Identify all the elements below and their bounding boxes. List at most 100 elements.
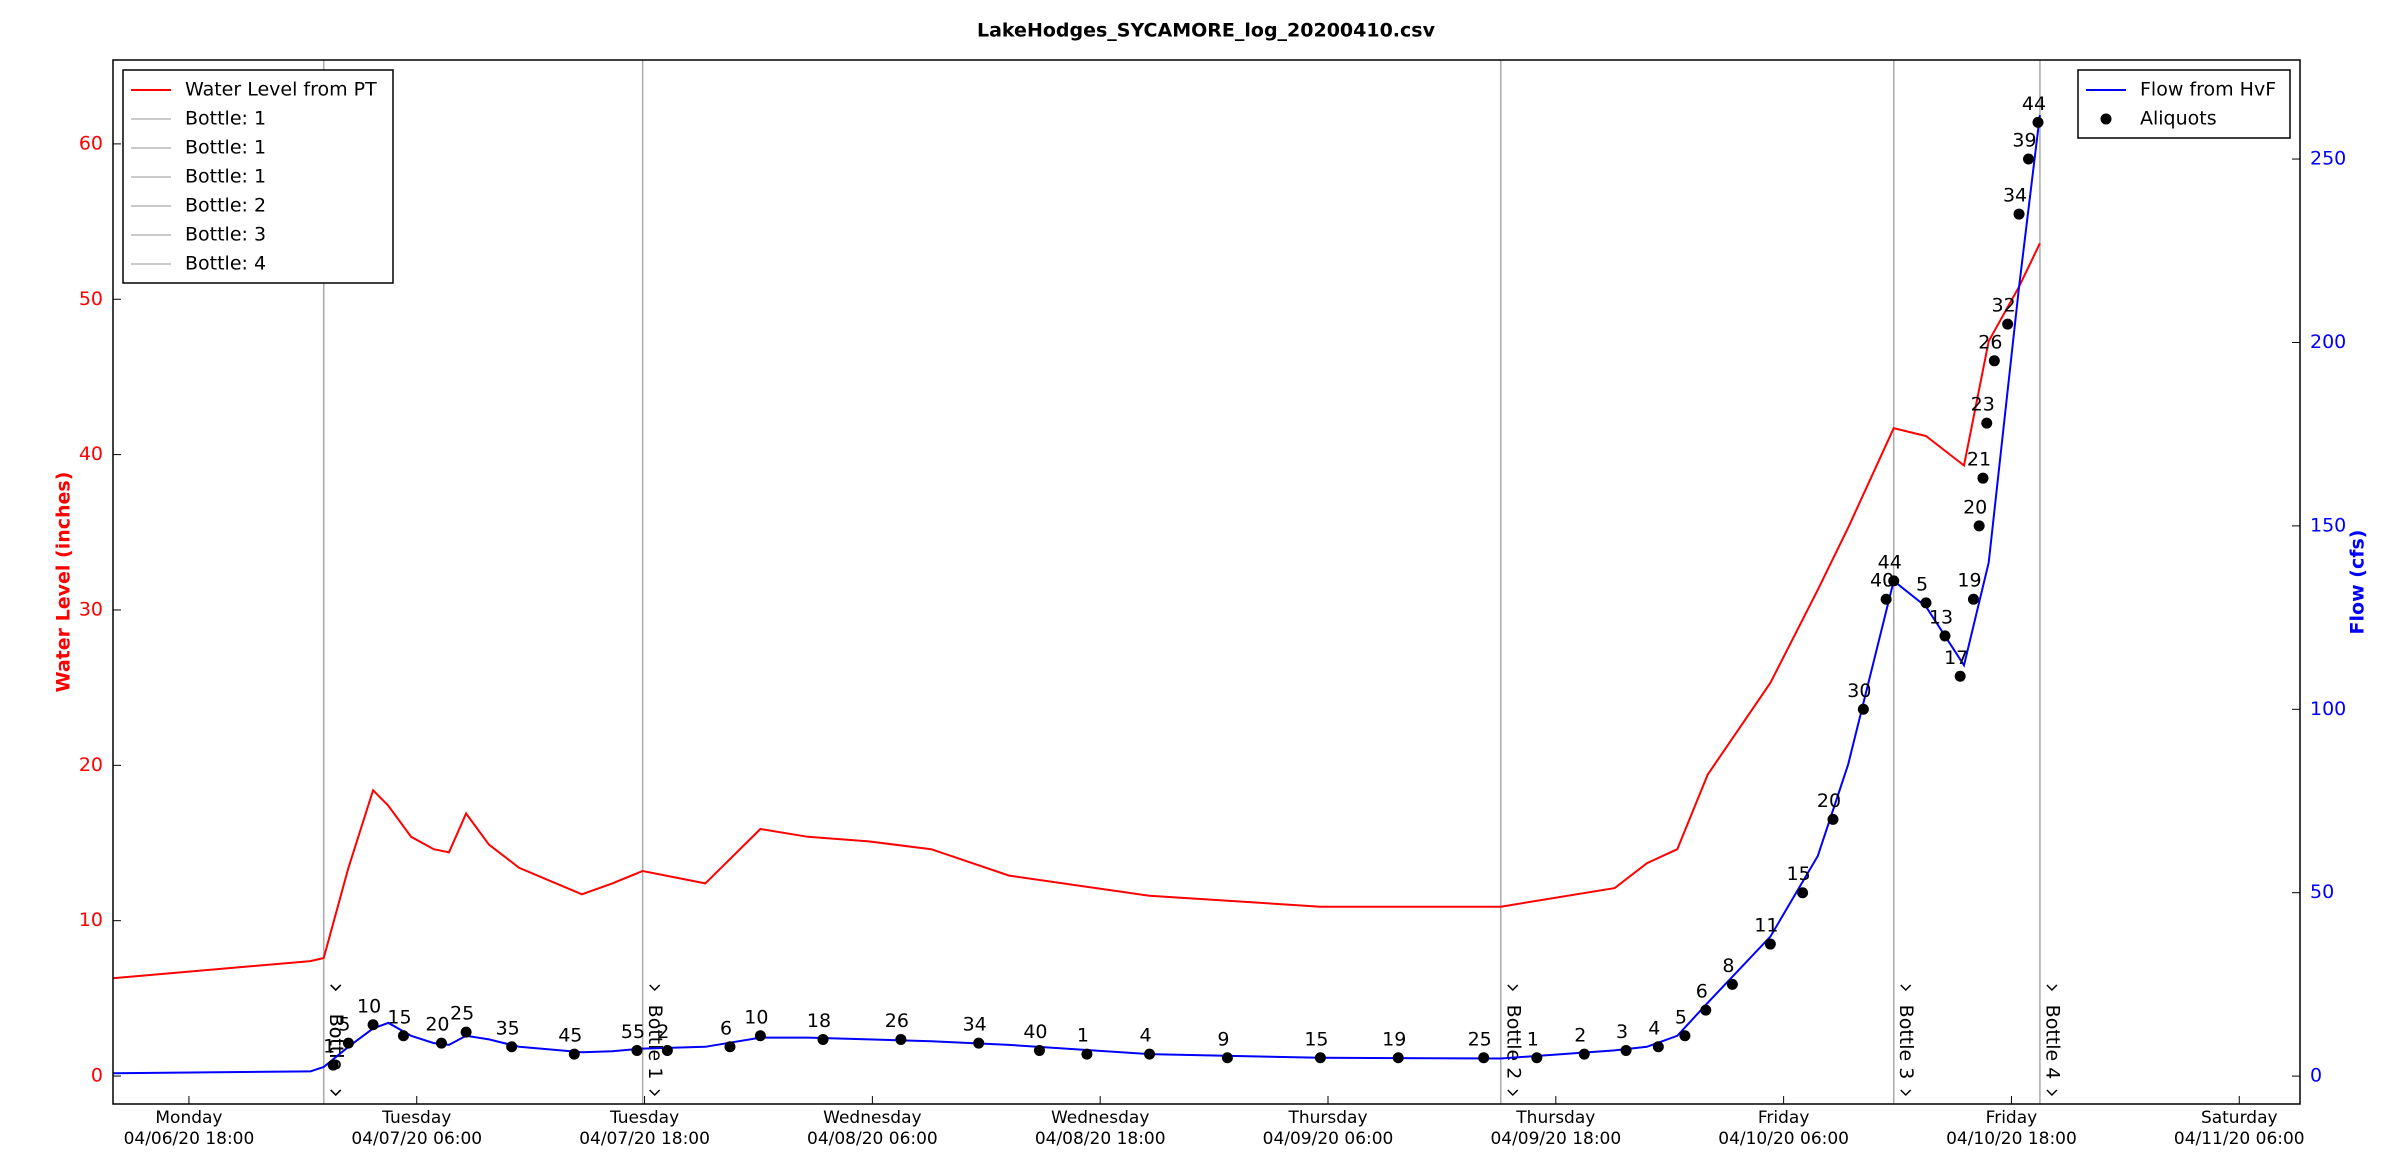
aliquot-point [568,1048,580,1060]
legend-box [2077,69,2291,139]
aliquot-label: 5 [338,1014,350,1036]
aliquot-label: 15 [1304,1028,1328,1050]
aliquot-point [1531,1052,1543,1064]
aliquot-label: 21 [1967,449,1991,471]
aliquot-point [327,1059,339,1071]
aliquot-label: 17 [1944,647,1968,669]
aliquot-point [1764,938,1776,950]
aliquot-point [1857,703,1869,715]
aliquot-label: 1 [323,1036,335,1058]
aliquot-point [1954,670,1966,682]
y-tick-label: 0 [91,1065,103,1087]
y-tick-label: 60 [79,132,103,154]
annotation-arrow [649,1089,661,1097]
aliquot-label: 8 [1722,955,1734,977]
aliquot-label: 34 [963,1014,987,1036]
bottle-annotation: Bottle 4 [2041,1005,2063,1080]
aliquot-label: 32 [1992,295,2016,317]
aliquot-label: 35 [496,1017,520,1039]
y-tick-label: 20 [79,754,103,776]
x-tick-label: Wednesday 04/08/20 18:00 [1034,1108,1166,1149]
aliquot-point [1033,1044,1045,1056]
series-line [112,242,2041,980]
aliquot-point [460,1026,472,1038]
x-tick-label: Thursday 04/09/20 06:00 [1262,1108,1394,1149]
aliquot-point [1981,417,1993,429]
aliquot-point [1578,1048,1590,1060]
bottle-annotation: Bottle [325,1014,347,1071]
aliquot-label: 26 [1978,331,2002,353]
aliquot-point [342,1037,354,1049]
y2-tick-label: 200 [2310,331,2346,353]
x-tick-label: Saturday 04/11/20 06:00 [2173,1108,2305,1149]
y2-tick-label: 0 [2310,1065,2322,1087]
aliquot-label: 26 [885,1010,909,1032]
y-tick-label: 10 [79,909,103,931]
aliquot-label: 6 [720,1017,732,1039]
bottle-annotation: Bottle 1 [644,1005,666,1080]
aliquot-label: 19 [1382,1028,1406,1050]
aliquot-label: 23 [1971,394,1995,416]
aliquot-point [1478,1052,1490,1064]
aliquot-label: 19 [1957,570,1981,592]
x-tick-label: Friday 04/10/20 18:00 [1946,1108,2077,1149]
annotation-arrow [330,984,342,992]
aliquot-label: 55 [621,1021,645,1043]
aliquot-label: 30 [1847,680,1871,702]
bottle-annotation: Bottle 2 [1502,1005,1524,1080]
aliquot-label: 44 [2022,93,2046,115]
annotation-arrow [330,1089,342,1097]
series-line [112,114,2041,1075]
aliquot-point [754,1030,766,1042]
aliquot-point [1880,593,1892,605]
y-tick-label: 50 [79,288,103,310]
bottle-annotation: Bottle 3 [1895,1005,1917,1080]
aliquot-point [1888,575,1900,587]
legend-label: Bottle: 1 [185,166,266,188]
x-tick-label: Monday 04/06/20 18:00 [123,1108,255,1149]
aliquot-point [367,1019,379,1031]
aliquot-point [1827,813,1839,825]
x-tick-label: Wednesday 04/08/20 06:00 [807,1108,938,1149]
annotation-arrow [1900,1089,1912,1097]
x-tick-label: Tuesday 04/07/20 18:00 [579,1108,710,1149]
annotation-arrow [649,984,661,992]
aliquot-point [1726,978,1738,990]
aliquot-point [895,1033,907,1045]
y2-tick-label: 250 [2310,148,2346,170]
aliquot-label: 4 [1140,1025,1152,1047]
aliquot-label: 4 [1648,1017,1660,1039]
aliquot-point [1988,355,2000,367]
aliquot-label: 15 [387,1006,411,1028]
aliquot-label: 10 [744,1006,768,1028]
aliquot-point [1620,1044,1632,1056]
aliquot-label: 15 [1787,863,1811,885]
aliquot-label: 2 [1574,1025,1586,1047]
aliquot-point [1939,630,1951,642]
bottle-annotation: Bottle [325,1014,347,1071]
aliquot-label: 20 [1817,790,1841,812]
legend-label: Bottle: 1 [185,108,266,130]
aliquot-point [1679,1030,1691,1042]
aliquot-label: 3 [1616,1021,1628,1043]
aliquot-point [1973,520,1985,532]
y-tick-label: 40 [79,443,103,465]
aliquot-label: 1 [1077,1025,1089,1047]
aliquot-label: 40 [1870,570,1894,592]
aliquot-label: 34 [2003,185,2027,207]
aliquot-point [1700,1004,1712,1016]
aliquot-point [631,1044,643,1056]
x-tick-label: Friday 04/10/20 06:00 [1718,1108,1849,1149]
annotation-arrow [1507,1089,1519,1097]
aliquot-point [1967,593,1979,605]
aliquot-point [1392,1052,1404,1064]
aliquot-point [661,1044,673,1056]
y2-axis-label: Flow (cfs) [2347,530,2369,635]
aliquot-point [435,1037,447,1049]
aliquot-label: 45 [558,1025,582,1047]
plot-frame [112,59,2301,1105]
aliquot-point [724,1041,736,1053]
aliquot-label: 44 [1878,551,1902,573]
